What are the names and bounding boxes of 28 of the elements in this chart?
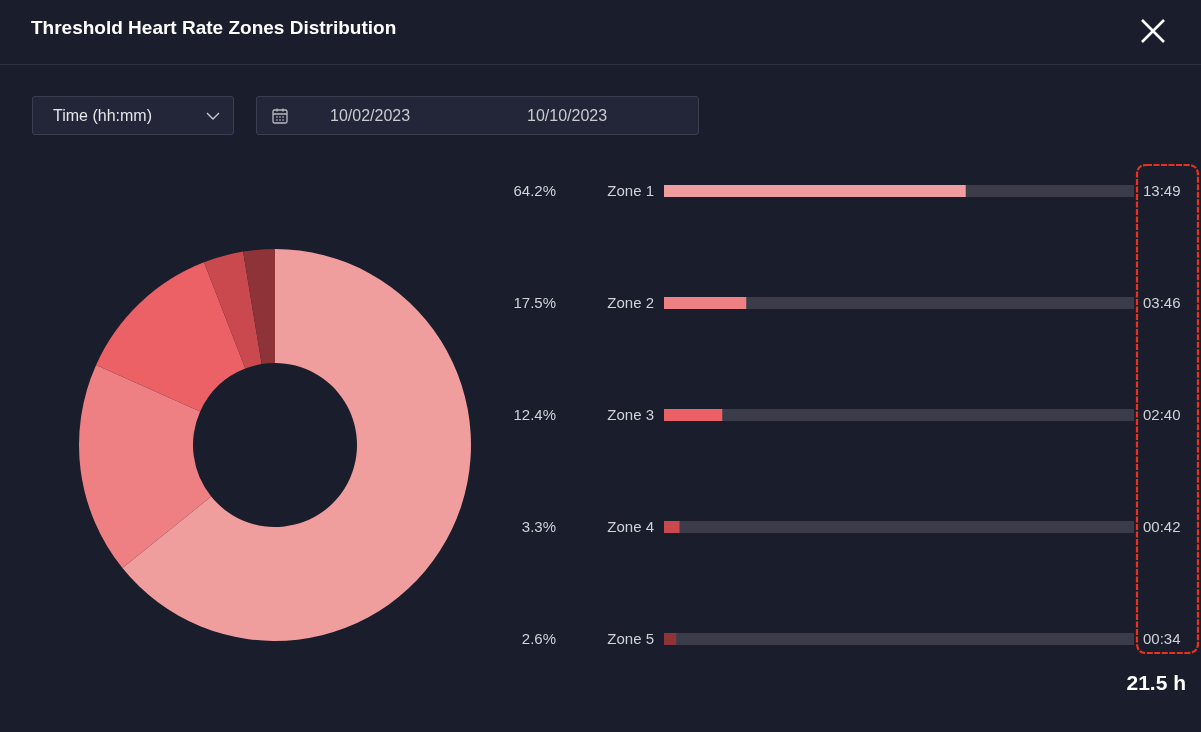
unit-dropdown: Time (hh:mm) [32, 96, 234, 135]
donut-slice [243, 249, 275, 365]
bar [664, 633, 677, 645]
text: 13:49 [1143, 182, 1181, 199]
text: 21.5 h [1126, 671, 1186, 695]
bar [664, 521, 680, 533]
data-label: 64.2% [513, 182, 556, 199]
category-label: Zone 3 [607, 406, 654, 424]
text: 00:34 [1143, 630, 1181, 647]
donut-slice [79, 364, 212, 569]
category-label: Zone 1 [607, 182, 654, 200]
data-label: 17.5% [513, 294, 556, 311]
date-range-field: 10/02/2023 10/10/2023 [256, 96, 699, 135]
donut-slice [122, 249, 471, 641]
category-label: Zone 2 [607, 294, 654, 312]
chart-title: Threshold Heart Rate Zones Distribution [31, 17, 397, 39]
text: 02:40 [1143, 406, 1181, 423]
donut-slice [96, 262, 246, 412]
category-label: Zone 5 [607, 630, 654, 648]
data-label: 3.3% [521, 518, 556, 535]
data-label: 2.6% [521, 630, 556, 647]
donut-slice [203, 251, 262, 369]
bar [664, 297, 747, 309]
data-label: 12.4% [513, 406, 556, 423]
category-label: Zone 4 [607, 518, 654, 536]
text: 00:42 [1143, 518, 1181, 535]
text: 03:46 [1143, 294, 1181, 311]
bar [664, 409, 723, 421]
